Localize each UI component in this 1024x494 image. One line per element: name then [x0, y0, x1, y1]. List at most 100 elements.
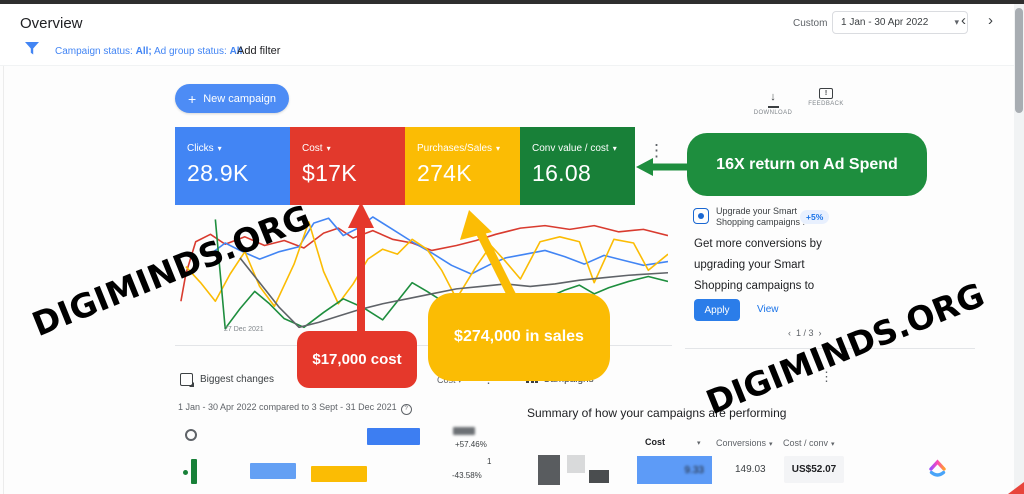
download-label: DOWNLOAD: [753, 110, 793, 116]
change-row-dot-icon: [183, 470, 188, 475]
chevron-down-icon: ▾: [496, 144, 501, 153]
feedback-icon: !: [819, 88, 833, 99]
roas-arrow: [636, 158, 690, 176]
pagination-count: 1 / 3: [796, 328, 814, 338]
ad-group-status-value: All: [229, 46, 243, 57]
cost-callout-text: $17,000 cost: [312, 351, 402, 368]
pagination-next-icon[interactable]: ›: [818, 328, 822, 338]
chevron-down-icon: ▾: [217, 144, 222, 153]
biggest-changes-icon: [180, 373, 194, 387]
cost-per-conv-cell: US$52.07: [784, 456, 844, 483]
sales-arrow: [460, 210, 519, 302]
chevron-down-icon: ▾: [612, 144, 617, 153]
campaign-thumbnail: [589, 470, 609, 483]
scorecard-cost[interactable]: Cost ▾ $17K: [290, 127, 405, 205]
scorecard-clicks-value: 28.9K: [187, 160, 249, 186]
help-icon[interactable]: ?: [400, 403, 412, 415]
scorecard-clicks[interactable]: Clicks ▾ 28.9K: [175, 127, 290, 205]
chart-line-red: [181, 226, 668, 302]
download-icon-base: [767, 106, 779, 108]
cost-arrow: [348, 202, 374, 336]
promo-icon-dot: [698, 213, 704, 219]
scorecard-menu-dots-icon[interactable]: ⋮: [648, 141, 665, 160]
biggest-changes-title: Biggest changes: [200, 374, 274, 385]
comparison-period-text: 1 Jan - 30 Apr 2022 compared to 3 Sept -…: [178, 402, 412, 415]
campaign-status-value: All;: [135, 46, 152, 57]
promo-title: Upgrade your Smart Shopping campaigns !: [716, 206, 806, 227]
cost-cell-highlighted: 9.33: [637, 456, 712, 484]
cost-per-conv-value: US$52.07: [791, 464, 837, 475]
chart-line-gray: [240, 258, 668, 327]
scrollbar-track[interactable]: [1014, 4, 1024, 494]
pagination-prev-icon[interactable]: ‹: [788, 328, 791, 338]
promo-uplift-badge: +5%: [800, 210, 830, 224]
ad-group-status-label: Ad group status:: [153, 46, 227, 57]
chevron-down-icon: ▾: [831, 441, 835, 448]
next-period-button[interactable]: ›: [988, 12, 993, 29]
change-row-bar-icon: [191, 459, 197, 484]
roas-callout: 16X return on Ad Spend: [687, 133, 927, 196]
scorecard-clicks-label: Clicks: [187, 143, 214, 154]
filter-bar: [0, 35, 1024, 66]
download-icon: ↓: [770, 91, 776, 103]
corner-accent: [1008, 482, 1024, 494]
chart-bottom-divider: [175, 345, 672, 346]
chevron-down-icon: ▾: [458, 378, 462, 385]
conversions-cell-value: 149.03: [735, 464, 766, 475]
scorecard-purchases-value: 274K: [417, 160, 472, 186]
sales-callout: $274,000 in sales: [428, 293, 610, 381]
scorecard-conv-value: 16.08: [532, 160, 592, 186]
download-button[interactable]: ↓ DOWNLOAD: [750, 87, 796, 117]
column-header-cost-per-conv[interactable]: Cost / conv ▾: [783, 438, 835, 448]
sales-callout-text: $274,000 in sales: [454, 328, 584, 345]
promo-pagination: ‹ 1 / 3 ›: [788, 328, 822, 338]
chart-x-axis-label: 27 Dec 2021: [224, 326, 264, 333]
new-campaign-button[interactable]: + New campaign: [175, 84, 289, 113]
campaigns-summary-text: Summary of how your campaigns are perfor…: [527, 406, 787, 420]
roas-callout-text: 16X return on Ad Spend: [716, 155, 898, 173]
column-header-cost[interactable]: Cost ▾: [645, 437, 701, 447]
chart-line-green: [215, 219, 668, 328]
chart-line-blue: [210, 217, 668, 274]
redacted-metric-bar: [311, 466, 367, 482]
column-header-conversions[interactable]: Conversions ▾: [716, 438, 773, 448]
scrollbar-thumb[interactable]: [1015, 8, 1023, 113]
chart-line-yellow: [186, 222, 668, 306]
feedback-button[interactable]: ! FEEDBACK: [803, 87, 849, 107]
scorecard-purchases-sales[interactable]: Purchases/Sales ▾ 274K: [405, 127, 520, 205]
promo-icon: [693, 208, 709, 224]
apply-button[interactable]: Apply: [694, 299, 740, 321]
date-range-value: 1 Jan - 30 Apr 2022: [841, 17, 929, 28]
chevron-down-icon: ▾: [697, 440, 701, 447]
filter-status-chip[interactable]: Campaign status: All; Ad group status: A…: [55, 46, 242, 57]
chevron-down-icon: ▾: [769, 441, 773, 448]
page-title: Overview: [20, 15, 83, 32]
scorecard-conv-value-cost[interactable]: Conv value / cost ▾ 16.08: [520, 127, 635, 205]
scorecard-purchases-label: Purchases/Sales: [417, 143, 493, 154]
change-percent: +57.46%: [455, 440, 487, 449]
feedback-label: FEEDBACK: [808, 101, 844, 107]
date-range-picker[interactable]: 1 Jan - 30 Apr 2022 ▾: [832, 11, 968, 34]
filter-funnel-icon: [25, 42, 39, 55]
campaign-thumbnail: [567, 455, 585, 473]
redacted-value-bar: [453, 427, 475, 435]
add-filter-button[interactable]: Add filter: [237, 45, 281, 57]
new-campaign-label: New campaign: [203, 92, 276, 105]
performance-line-chart: [176, 212, 668, 336]
change-top-value: 1: [487, 457, 492, 466]
change-row-status-icon: [185, 429, 197, 441]
cost-cell-value: 9.33: [684, 464, 704, 476]
view-link[interactable]: View: [757, 304, 779, 315]
campaign-status-label: Campaign status:: [55, 46, 133, 57]
chevron-down-icon: ▾: [326, 144, 331, 153]
previous-period-button[interactable]: ‹: [961, 12, 966, 29]
header-bar: Overview Custom 1 Jan - 30 Apr 2022 ▾ ‹ …: [0, 4, 1024, 36]
chevron-down-icon: ▾: [954, 17, 959, 27]
promo-body-text: Get more conversions by upgrading your S…: [694, 238, 822, 292]
campaigns-menu-dots-icon[interactable]: ⋮: [820, 369, 833, 384]
redacted-metric-bar: [367, 428, 420, 445]
clickup-logo-icon: [929, 459, 946, 477]
date-range-type-label: Custom: [793, 18, 828, 29]
left-panel-divider: [3, 66, 4, 494]
